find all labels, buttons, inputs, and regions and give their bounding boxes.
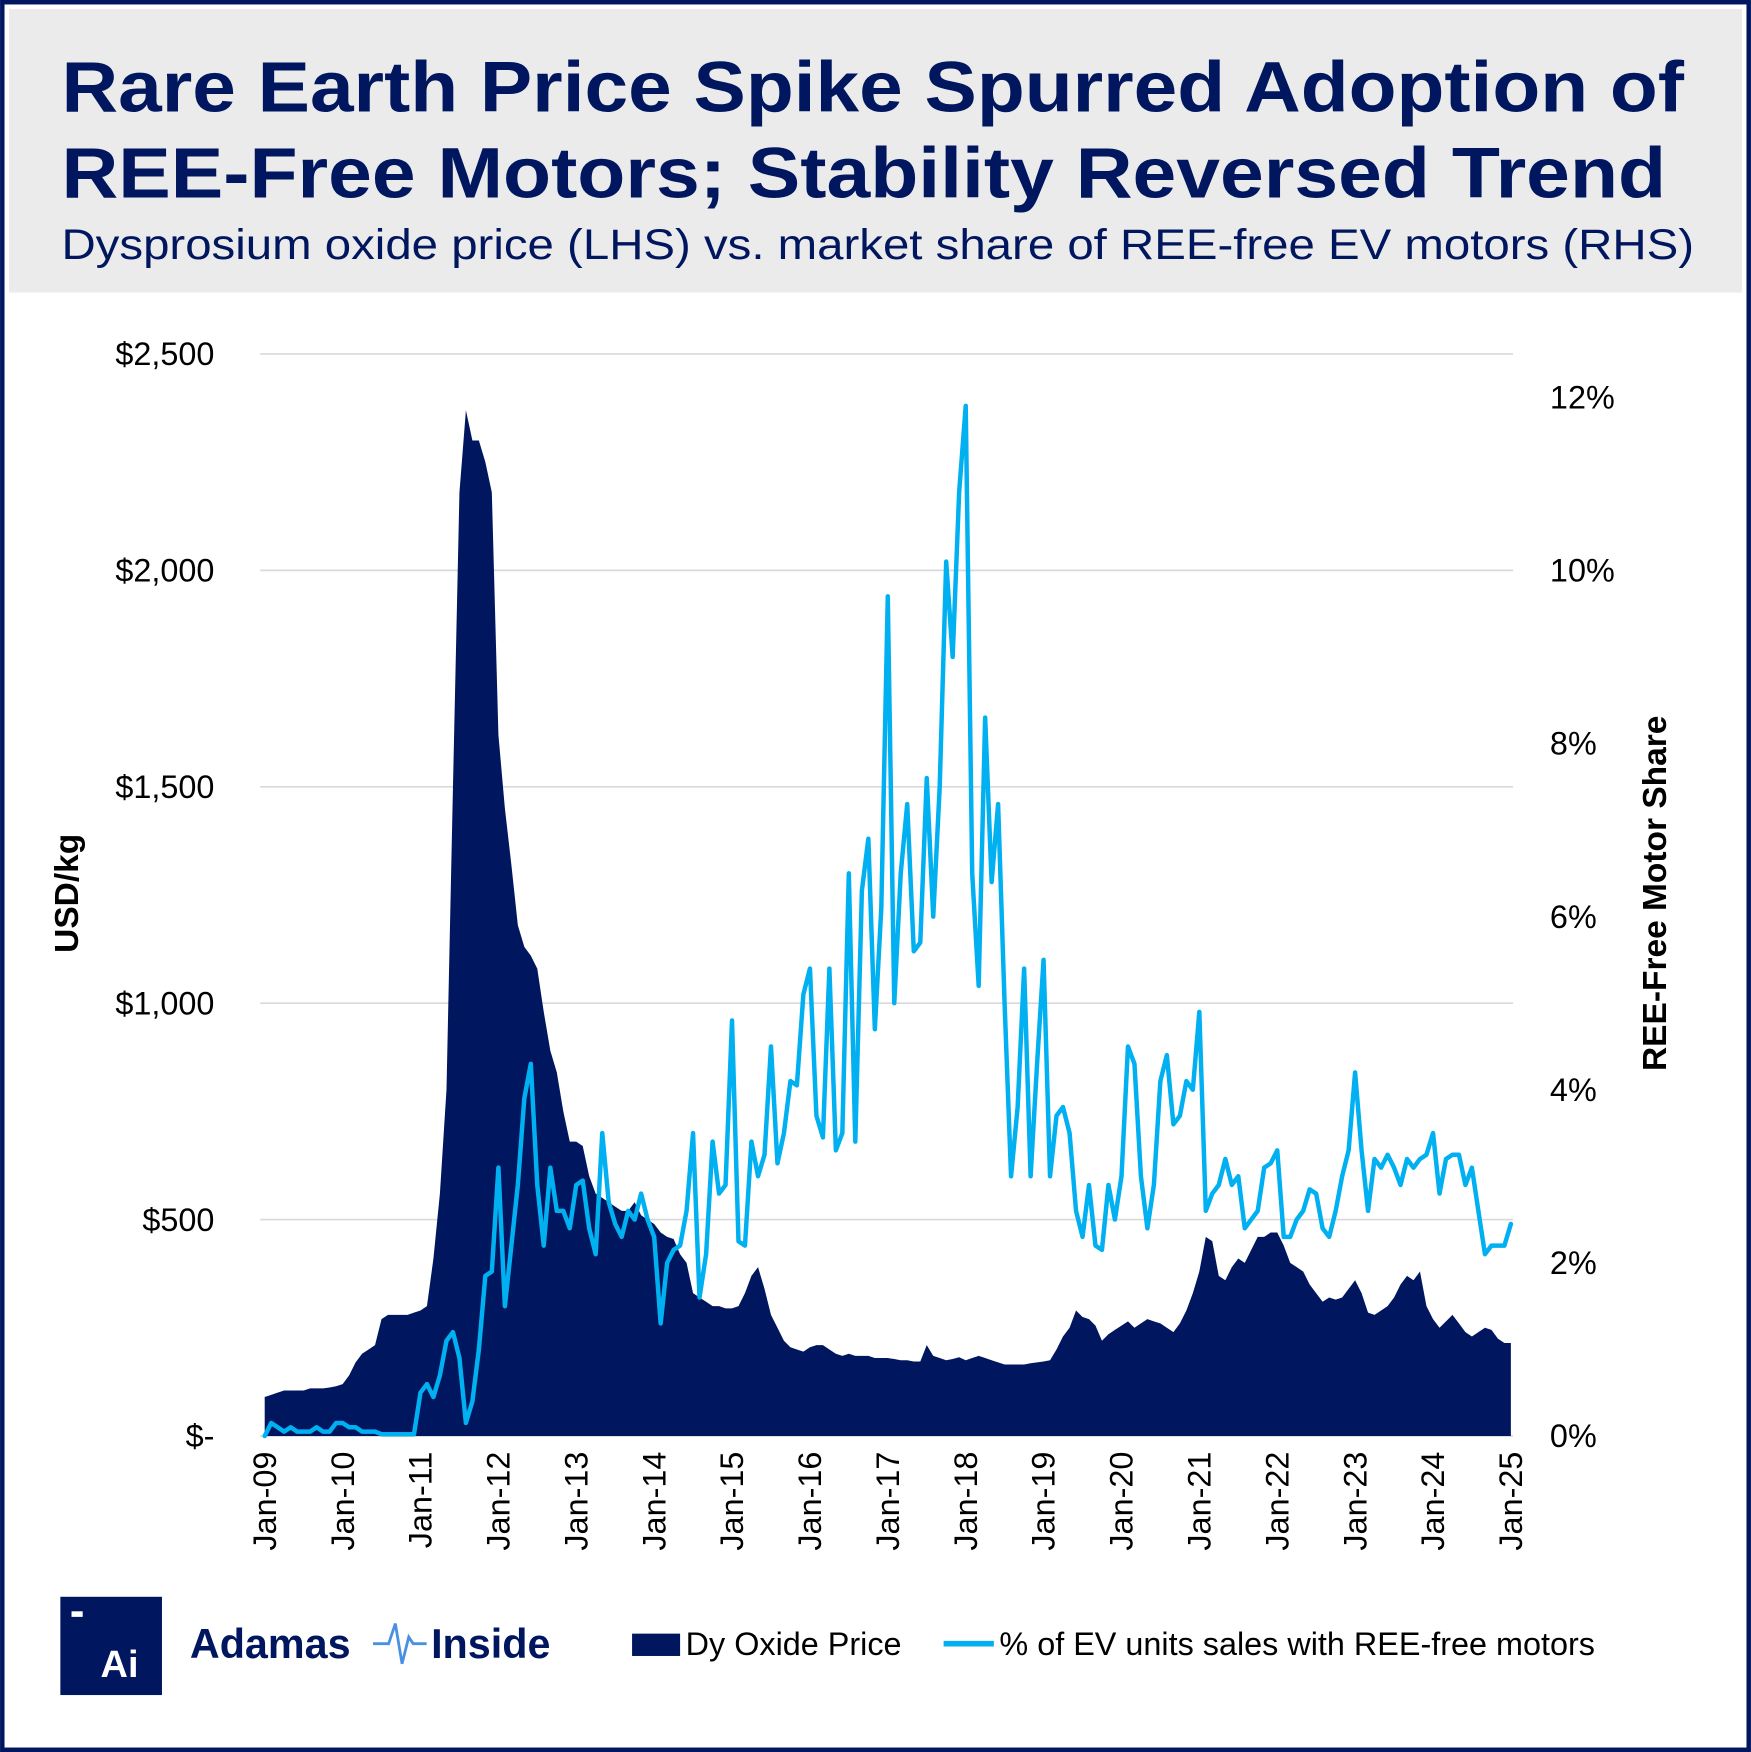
y2-tick-label: 2%	[1550, 1245, 1597, 1281]
x-tick-label: Jan-12	[481, 1452, 517, 1551]
share-line-layer	[262, 403, 1514, 1439]
chart-title-line2: REE-Free Motors; Stability Reversed Tren…	[61, 134, 1666, 214]
pulse-icon	[373, 1623, 427, 1665]
legend-label-price: Dy Oxide Price	[686, 1626, 902, 1662]
x-tick-label: Jan-25	[1493, 1452, 1529, 1551]
legend: Dy Oxide Price % of EV units sales with …	[632, 1626, 1595, 1662]
x-tick-label: Jan-09	[247, 1452, 283, 1551]
x-tick-label: Jan-16	[792, 1452, 828, 1551]
x-tick-label: Jan-11	[403, 1452, 439, 1549]
x-tick-label: Jan-17	[870, 1452, 906, 1551]
legend-label-share: % of EV units sales with REE-free motors	[999, 1626, 1595, 1662]
price-area-layer	[264, 410, 1511, 1436]
chart-subtitle: Dysprosium oxide price (LHS) vs. market …	[61, 221, 1694, 268]
legend-swatch-price	[632, 1633, 681, 1656]
y2-axis-title: REE-Free Motor Share	[1637, 716, 1674, 1071]
y2-tick-label: 8%	[1550, 726, 1597, 762]
x-tick-label: Jan-14	[636, 1452, 672, 1551]
y-tick-label: $2,500	[115, 336, 214, 372]
x-tick-label: Jan-18	[948, 1452, 984, 1551]
x-tick-label: Jan-19	[1026, 1452, 1062, 1551]
left-axis-ticks: $- $500 $1,000 $1,500 $2,000 $2,500	[115, 336, 214, 1454]
y2-tick-label: 6%	[1550, 899, 1597, 935]
logo-text-right: Inside	[431, 1621, 550, 1667]
header-background	[8, 8, 1743, 293]
x-tick-label: Jan-15	[714, 1452, 750, 1551]
chart-title-line1: Rare Earth Price Spike Spurred Adoption …	[61, 48, 1684, 128]
x-tick-label: Jan-23	[1337, 1452, 1373, 1551]
y-tick-label: $1,000	[115, 985, 214, 1021]
y-tick-label: $-	[186, 1418, 215, 1454]
dy-oxide-price-area	[264, 410, 1511, 1436]
x-tick-label: Jan-10	[325, 1452, 361, 1551]
x-axis-ticks: Jan-09 Jan-10 Jan-11 Jan-12 Jan-13 Jan-14 Jan-…	[247, 1452, 1529, 1551]
y2-tick-label: 12%	[1550, 379, 1615, 415]
y2-tick-label: 4%	[1550, 1072, 1597, 1108]
y-tick-label: $2,000	[115, 553, 214, 589]
x-tick-label: Jan-21	[1181, 1452, 1217, 1551]
x-tick-label: Jan-13	[558, 1452, 594, 1551]
x-tick-label: Jan-24	[1415, 1452, 1451, 1551]
logo-mark: Ai	[101, 1644, 139, 1686]
x-tick-label: Jan-22	[1259, 1452, 1295, 1551]
logo-text-left: Adamas	[190, 1621, 351, 1667]
y-tick-label: $500	[142, 1202, 214, 1238]
x-tick-label: Jan-20	[1104, 1452, 1140, 1551]
right-axis-ticks: 0% 2% 4% 6% 8% 10% 12%	[1550, 379, 1615, 1454]
y2-tick-label: 10%	[1550, 553, 1615, 589]
adamas-logo: Ai Adamas Inside	[60, 1596, 550, 1696]
y-axis-title: USD/kg	[49, 834, 86, 953]
y2-tick-label: 0%	[1550, 1418, 1597, 1454]
y-tick-label: $1,500	[115, 769, 214, 805]
logo-dash	[71, 1611, 83, 1617]
